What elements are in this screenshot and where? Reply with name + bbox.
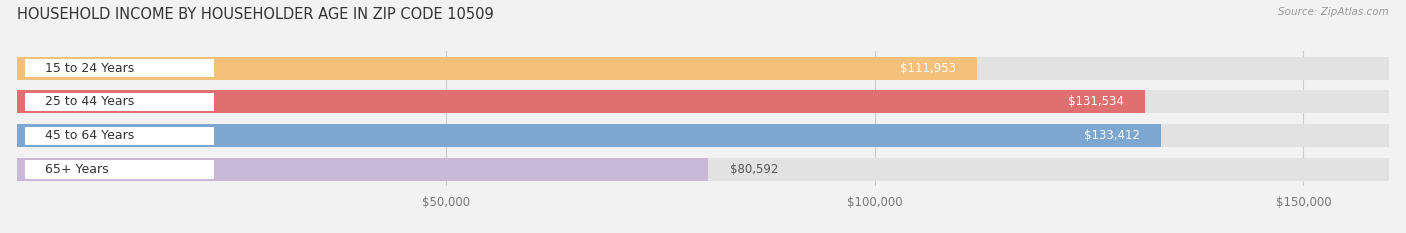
FancyBboxPatch shape bbox=[25, 59, 214, 77]
Text: $111,953: $111,953 bbox=[900, 62, 956, 75]
FancyBboxPatch shape bbox=[25, 160, 214, 179]
Text: $131,534: $131,534 bbox=[1067, 96, 1123, 108]
FancyBboxPatch shape bbox=[17, 57, 1389, 80]
Text: 65+ Years: 65+ Years bbox=[45, 163, 108, 176]
Text: 45 to 64 Years: 45 to 64 Years bbox=[45, 129, 134, 142]
FancyBboxPatch shape bbox=[17, 158, 1389, 181]
Text: $80,592: $80,592 bbox=[730, 163, 778, 176]
FancyBboxPatch shape bbox=[17, 124, 1389, 147]
FancyBboxPatch shape bbox=[17, 158, 709, 181]
FancyBboxPatch shape bbox=[25, 93, 214, 111]
Text: HOUSEHOLD INCOME BY HOUSEHOLDER AGE IN ZIP CODE 10509: HOUSEHOLD INCOME BY HOUSEHOLDER AGE IN Z… bbox=[17, 7, 494, 22]
Text: 15 to 24 Years: 15 to 24 Years bbox=[45, 62, 134, 75]
FancyBboxPatch shape bbox=[17, 90, 1144, 113]
FancyBboxPatch shape bbox=[17, 90, 1389, 113]
Text: $133,412: $133,412 bbox=[1084, 129, 1140, 142]
Text: Source: ZipAtlas.com: Source: ZipAtlas.com bbox=[1278, 7, 1389, 17]
FancyBboxPatch shape bbox=[17, 124, 1161, 147]
Text: 25 to 44 Years: 25 to 44 Years bbox=[45, 96, 134, 108]
FancyBboxPatch shape bbox=[25, 127, 214, 145]
FancyBboxPatch shape bbox=[17, 57, 977, 80]
